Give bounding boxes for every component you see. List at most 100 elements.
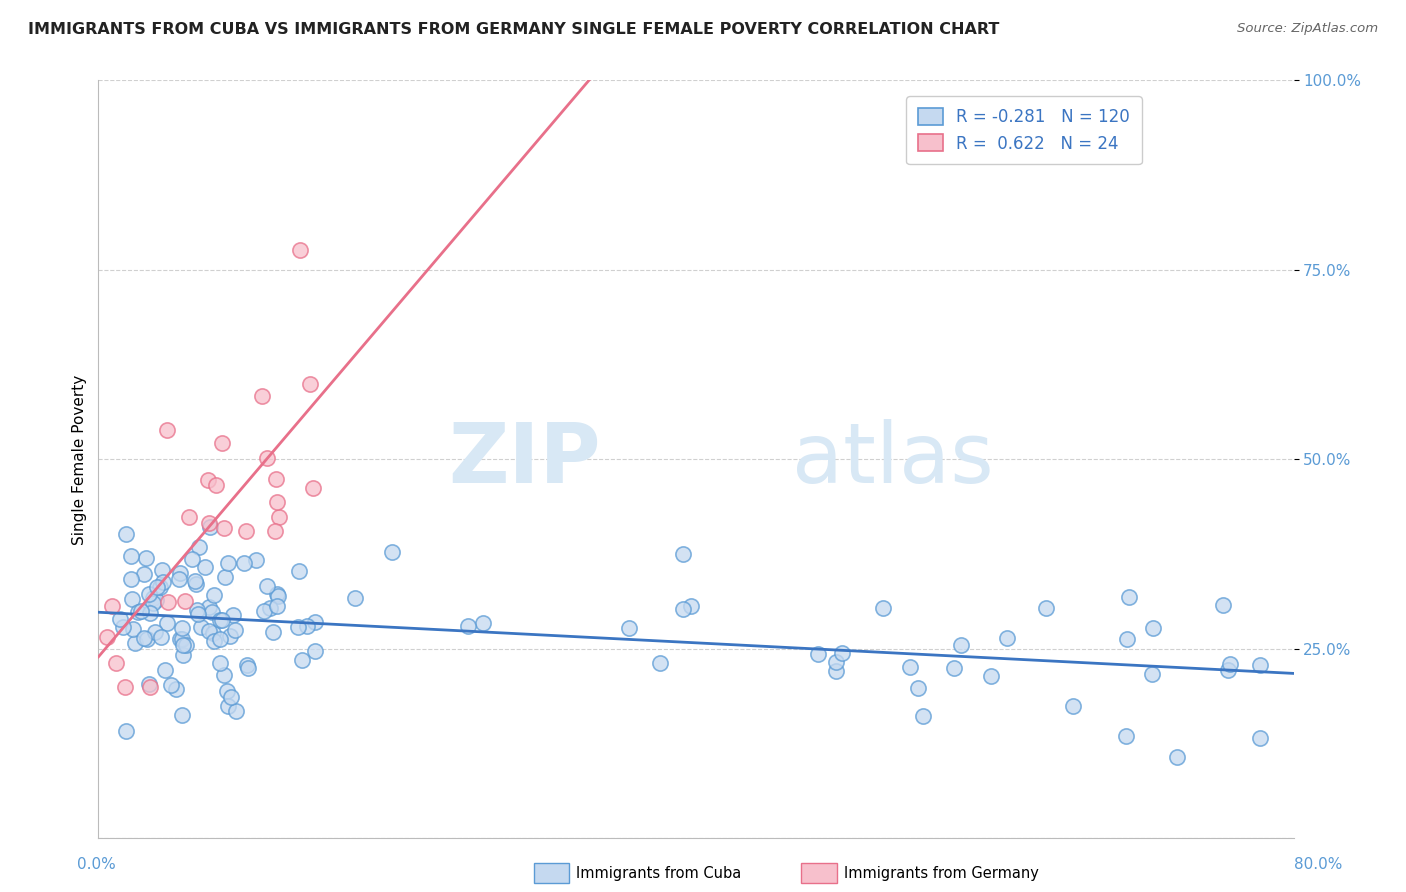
Point (219, 629, 242, 643)
Point (1118, 590, 1140, 604)
Point (198, 516, 221, 531)
Point (291, 653, 314, 667)
Point (266, 589, 288, 603)
Point (198, 624, 221, 639)
Point (381, 545, 404, 559)
Point (146, 580, 169, 594)
Text: 0.0%: 0.0% (77, 857, 117, 872)
Text: ZIP: ZIP (449, 419, 600, 500)
Point (259, 601, 281, 615)
Point (174, 638, 197, 652)
Point (253, 604, 276, 618)
Point (202, 588, 225, 602)
Point (104, 657, 127, 671)
Text: Immigrants from Cuba: Immigrants from Cuba (576, 866, 742, 880)
Point (202, 633, 225, 648)
Point (221, 690, 243, 705)
Point (135, 551, 157, 566)
Point (157, 594, 180, 608)
Point (872, 601, 894, 615)
Point (264, 472, 287, 486)
Point (200, 605, 222, 619)
Point (262, 625, 284, 640)
Point (129, 604, 152, 618)
Point (139, 607, 162, 621)
Point (224, 623, 246, 637)
Point (149, 630, 172, 644)
Point (124, 636, 146, 650)
Point (115, 527, 138, 541)
Point (150, 562, 173, 576)
Point (143, 624, 166, 639)
Point (214, 668, 236, 682)
Point (142, 596, 165, 610)
Point (217, 556, 239, 570)
Point (671, 547, 693, 561)
Point (202, 625, 225, 640)
Point (288, 564, 311, 578)
Point (1219, 657, 1241, 672)
Point (169, 632, 191, 647)
Point (177, 509, 200, 524)
Point (256, 579, 278, 593)
Point (170, 632, 193, 646)
Point (471, 616, 494, 631)
Point (898, 660, 921, 674)
Point (648, 656, 671, 670)
Point (831, 646, 853, 660)
Point (167, 573, 190, 587)
Point (198, 520, 221, 534)
Point (672, 602, 695, 616)
Point (121, 549, 143, 564)
Point (121, 592, 143, 607)
Point (266, 587, 288, 601)
Point (127, 605, 149, 619)
Point (183, 574, 205, 589)
Point (907, 681, 929, 695)
Point (156, 423, 179, 437)
Point (256, 450, 278, 465)
Point (298, 376, 321, 391)
Legend: R = -0.281   N = 120, R =  0.622   N = 24: R = -0.281 N = 120, R = 0.622 N = 24 (907, 96, 1142, 164)
Point (120, 572, 142, 586)
Point (236, 658, 259, 673)
Point (211, 436, 233, 450)
Point (204, 478, 226, 492)
Point (188, 540, 211, 554)
Point (232, 556, 254, 570)
Point (679, 599, 702, 613)
Point (807, 647, 830, 661)
Point (1142, 621, 1164, 635)
Text: IMMIGRANTS FROM CUBA VS IMMIGRANTS FROM GERMANY SINGLE FEMALE POVERTY CORRELATIO: IMMIGRANTS FROM CUBA VS IMMIGRANTS FROM … (28, 22, 1000, 37)
Point (172, 648, 194, 662)
Point (152, 575, 174, 590)
Text: Immigrants from Germany: Immigrants from Germany (844, 866, 1039, 880)
Point (942, 661, 965, 675)
Point (825, 664, 848, 678)
Point (209, 613, 232, 627)
Point (173, 594, 195, 608)
Point (159, 678, 181, 692)
Point (110, 611, 132, 625)
Point (209, 657, 232, 671)
Point (343, 591, 366, 605)
Point (980, 669, 1002, 683)
Point (1212, 599, 1234, 613)
Point (949, 638, 972, 652)
Point (1062, 699, 1084, 714)
Point (211, 613, 233, 627)
Point (266, 495, 288, 509)
Point (115, 723, 138, 738)
Point (111, 620, 134, 634)
Point (267, 509, 290, 524)
Point (212, 521, 235, 535)
Point (165, 681, 187, 696)
Point (132, 567, 155, 582)
Point (221, 607, 243, 622)
Text: 80.0%: 80.0% (1295, 857, 1343, 872)
Point (96, 630, 118, 644)
Point (121, 622, 143, 636)
Point (1140, 666, 1163, 681)
Point (142, 591, 165, 605)
Point (236, 660, 259, 674)
